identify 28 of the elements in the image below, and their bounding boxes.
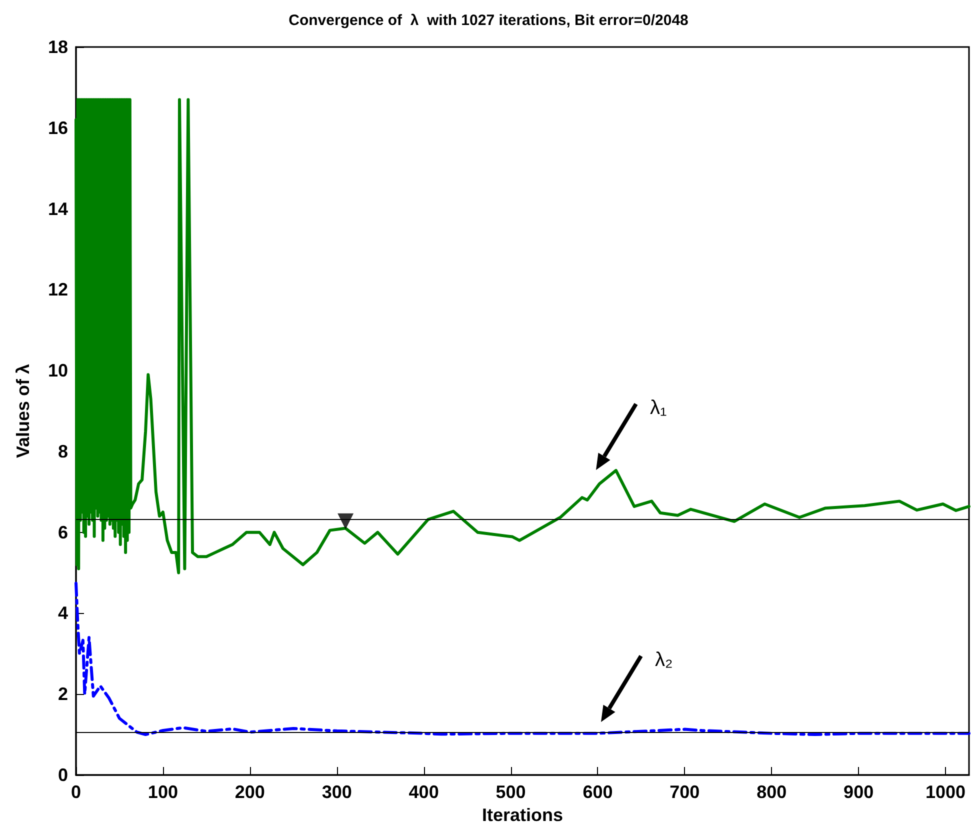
y-tick-label: 6	[58, 522, 68, 542]
x-tick-label: 900	[844, 782, 874, 802]
x-tick-label: 500	[496, 782, 526, 802]
y-tick-label: 2	[58, 684, 68, 704]
x-tick-label: 700	[670, 782, 700, 802]
x-tick-label: 400	[408, 782, 439, 802]
x-tick-label: 100	[148, 782, 178, 802]
y-tick-label: 0	[58, 765, 68, 785]
y-tick-label: 10	[48, 360, 68, 381]
line-series	[74, 582, 970, 736]
line-series	[74, 98, 970, 574]
y-tick-label: 14	[48, 198, 68, 219]
y-tick-label: 4	[58, 603, 68, 624]
y-tick-label: 8	[58, 441, 68, 462]
x-tick-label: 0	[70, 782, 82, 802]
annotation: λ₁	[650, 397, 667, 419]
x-tick-label: 300	[322, 782, 352, 802]
x-tick-label: 200	[234, 782, 265, 802]
x-tick-label: 1000	[926, 782, 966, 802]
y-tick-label: 12	[48, 280, 68, 300]
x-axis-title: Iterations	[482, 804, 564, 825]
chart-title: Convergence of λ with 1027 iterations, Bit error=0/2048	[288, 12, 688, 29]
y-axis-title: Values of λ	[13, 364, 33, 458]
y-tick-label: 16	[48, 118, 68, 138]
x-tick-label: 600	[582, 782, 613, 802]
x-tick-label: 800	[756, 782, 787, 802]
y-tick-label: 18	[48, 37, 68, 57]
annotation: λ₂	[655, 649, 673, 671]
